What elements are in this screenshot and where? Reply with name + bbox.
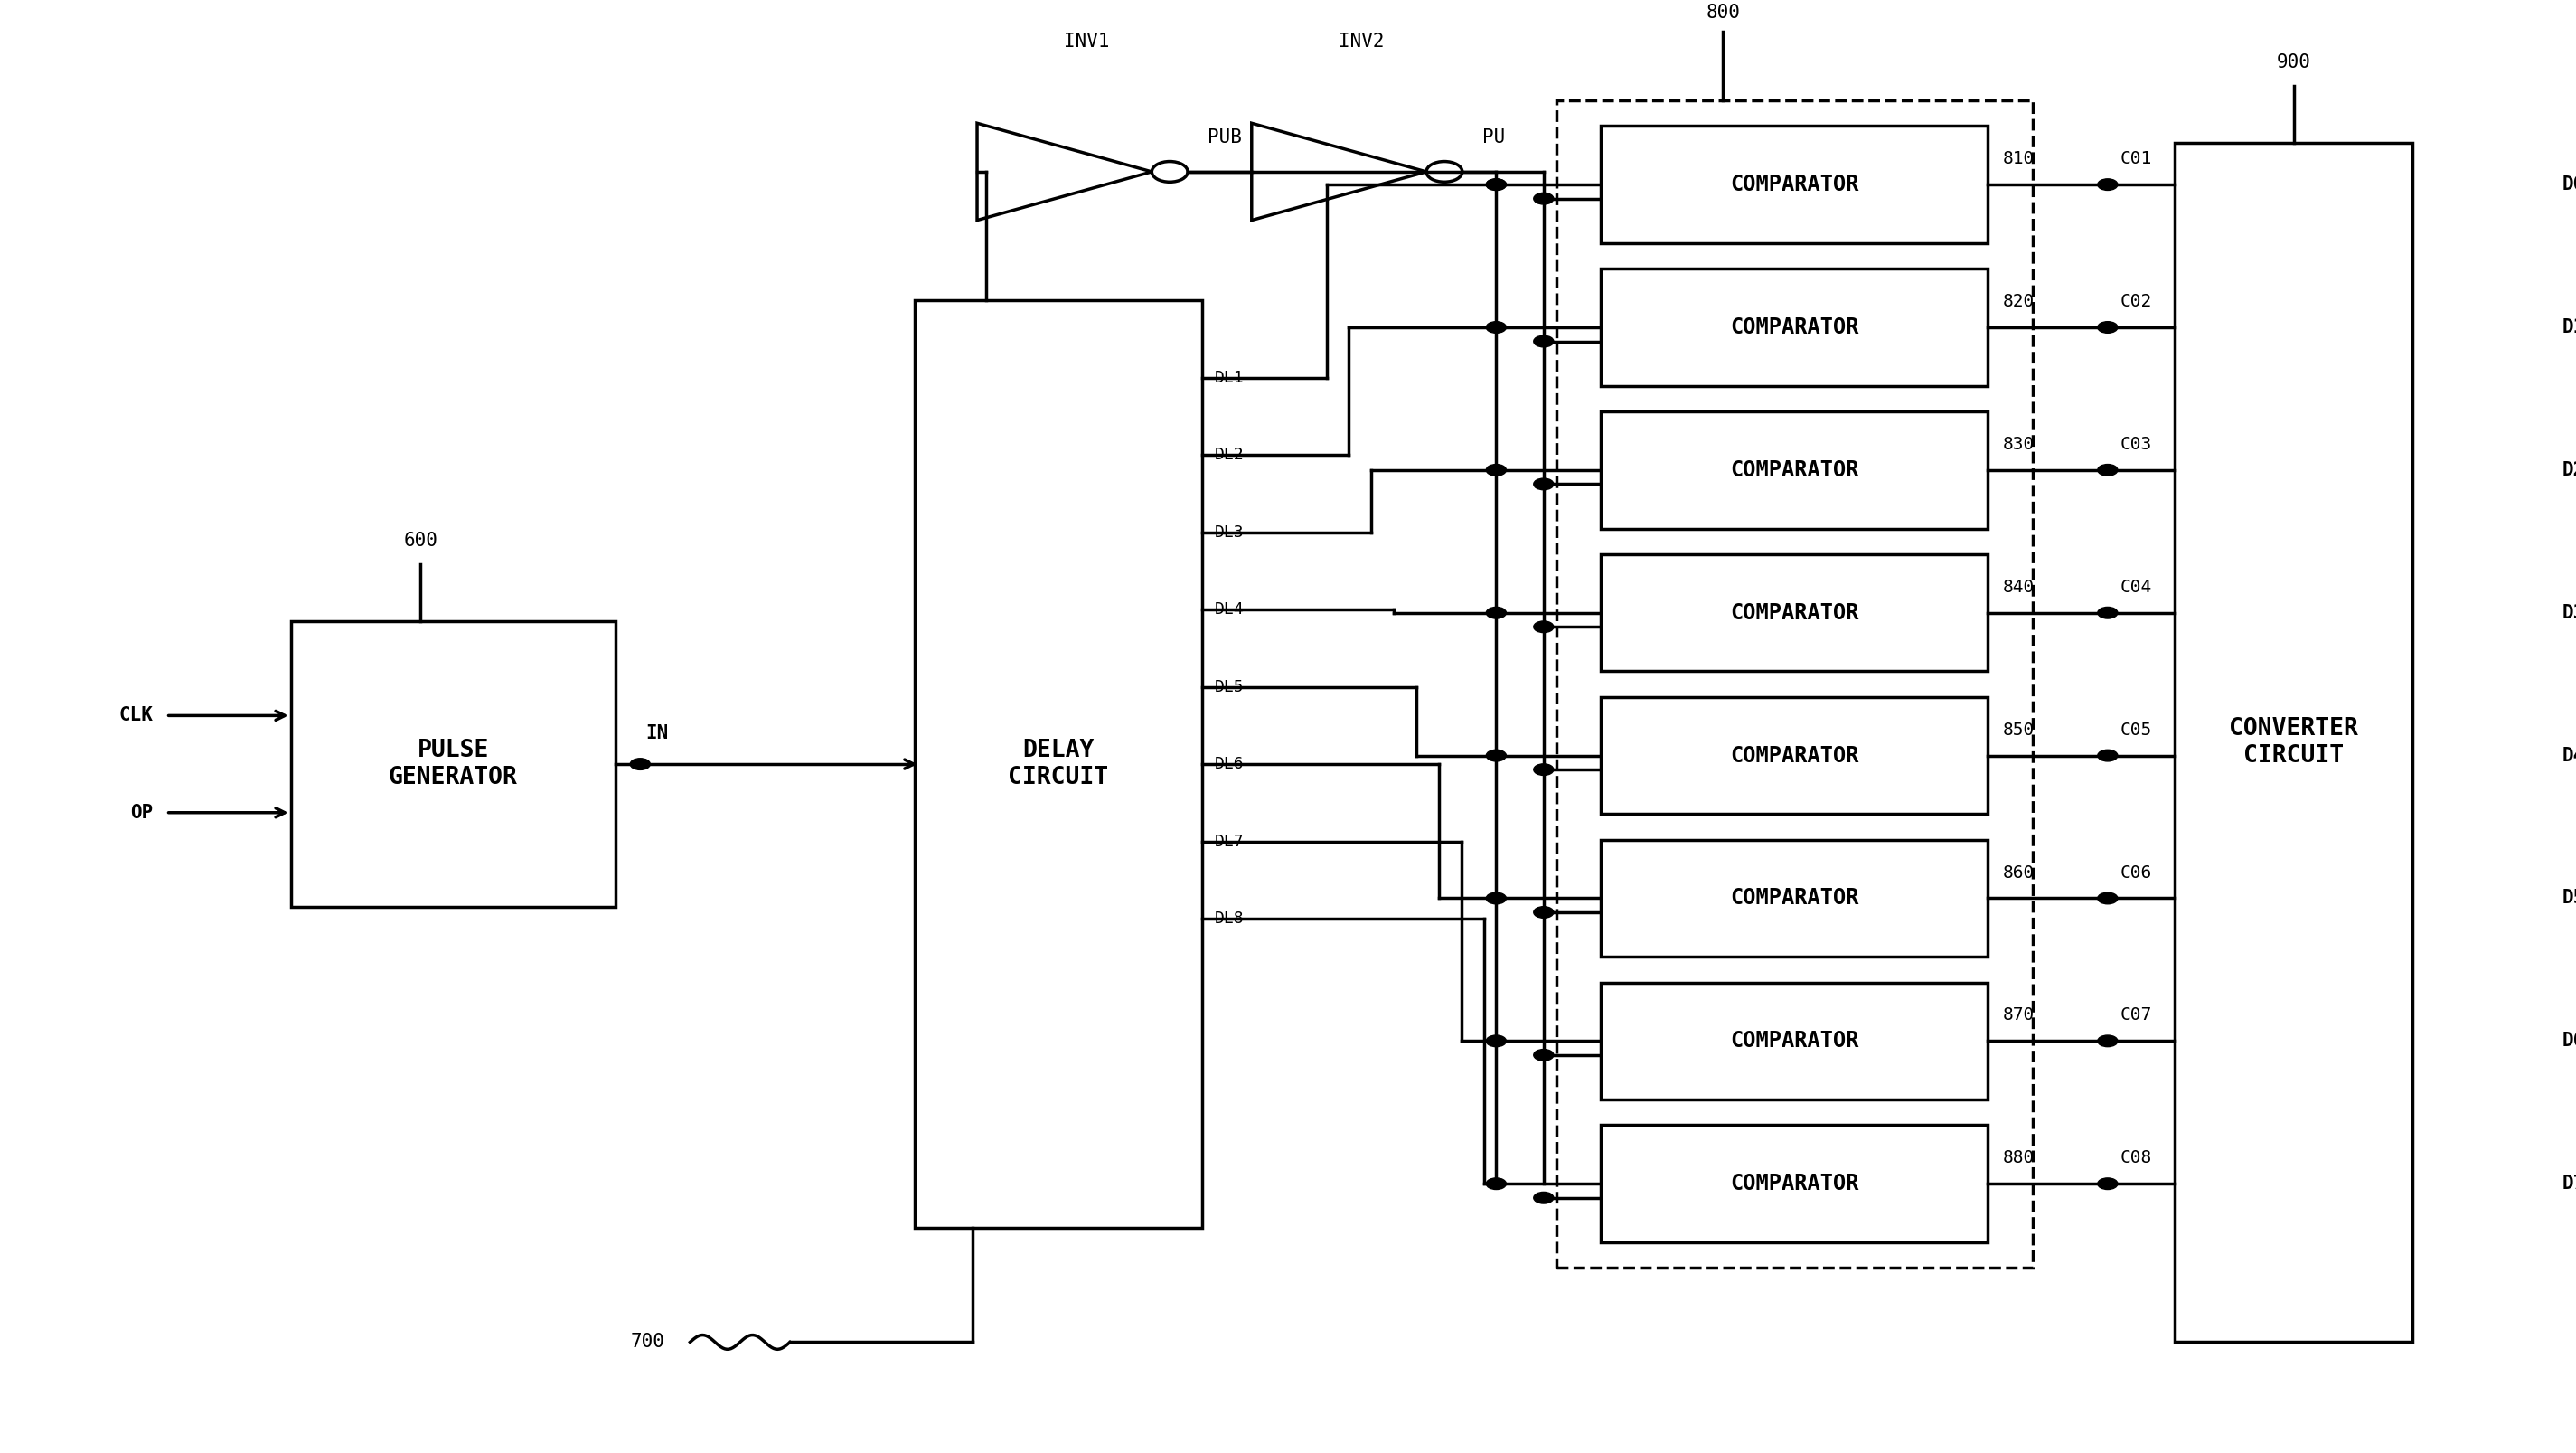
Text: C01: C01: [2120, 150, 2151, 167]
FancyBboxPatch shape: [1602, 554, 1989, 671]
Circle shape: [2097, 1178, 2117, 1190]
Text: 850: 850: [2004, 721, 2035, 738]
Text: DL6: DL6: [1213, 756, 1244, 772]
FancyBboxPatch shape: [914, 301, 1203, 1228]
Text: DL1: DL1: [1213, 369, 1244, 385]
Text: COMPARATOR: COMPARATOR: [1731, 317, 1860, 339]
Circle shape: [1486, 750, 1507, 761]
Text: CONVERTER
CIRCUIT: CONVERTER CIRCUIT: [2228, 718, 2357, 769]
Text: DL7: DL7: [1213, 833, 1244, 850]
Circle shape: [2097, 321, 2117, 333]
Circle shape: [1486, 465, 1507, 475]
Text: COMPARATOR: COMPARATOR: [1731, 459, 1860, 481]
FancyBboxPatch shape: [1602, 840, 1989, 956]
Circle shape: [2097, 892, 2117, 904]
Text: INV2: INV2: [1340, 32, 1383, 51]
Text: 830: 830: [2004, 436, 2035, 453]
Text: D2: D2: [2563, 461, 2576, 479]
Text: C08: C08: [2120, 1149, 2151, 1167]
Text: PULSE
GENERATOR: PULSE GENERATOR: [389, 738, 518, 789]
Text: DL3: DL3: [1213, 525, 1244, 541]
FancyBboxPatch shape: [1602, 411, 1989, 529]
Circle shape: [2097, 1036, 2117, 1046]
FancyBboxPatch shape: [2174, 144, 2411, 1343]
Text: CLK: CLK: [118, 706, 155, 725]
Circle shape: [1486, 892, 1507, 904]
Circle shape: [1486, 179, 1507, 190]
Text: D3: D3: [2563, 604, 2576, 622]
Text: COMPARATOR: COMPARATOR: [1731, 602, 1860, 623]
Text: 800: 800: [1705, 4, 1739, 22]
Text: C04: C04: [2120, 578, 2151, 596]
Circle shape: [631, 758, 649, 770]
Text: COMPARATOR: COMPARATOR: [1731, 888, 1860, 910]
Text: C03: C03: [2120, 436, 2151, 453]
FancyBboxPatch shape: [291, 622, 616, 907]
FancyBboxPatch shape: [1602, 982, 1989, 1100]
Text: INV1: INV1: [1064, 32, 1110, 51]
Circle shape: [1533, 907, 1553, 918]
Text: COMPARATOR: COMPARATOR: [1731, 1173, 1860, 1194]
Text: 860: 860: [2004, 865, 2035, 881]
Circle shape: [1486, 179, 1507, 190]
Text: OP: OP: [131, 804, 155, 821]
Circle shape: [1533, 620, 1553, 632]
Circle shape: [2097, 179, 2117, 190]
Text: C07: C07: [2120, 1007, 2151, 1024]
Circle shape: [1533, 1191, 1553, 1203]
Text: IN: IN: [644, 725, 667, 742]
Text: 870: 870: [2004, 1007, 2035, 1024]
Text: DELAY
CIRCUIT: DELAY CIRCUIT: [1007, 738, 1108, 789]
Text: 700: 700: [631, 1334, 665, 1351]
FancyBboxPatch shape: [1602, 697, 1989, 814]
Text: D0: D0: [2563, 176, 2576, 193]
Text: 810: 810: [2004, 150, 2035, 167]
Text: D4: D4: [2563, 747, 2576, 764]
Text: DL4: DL4: [1213, 602, 1244, 618]
Text: DL8: DL8: [1213, 911, 1244, 927]
FancyBboxPatch shape: [1602, 126, 1989, 243]
Text: 900: 900: [2277, 54, 2311, 71]
Circle shape: [2097, 750, 2117, 761]
Text: PUB: PUB: [1208, 128, 1242, 147]
Text: 880: 880: [2004, 1149, 2035, 1167]
Text: D6: D6: [2563, 1032, 2576, 1051]
Circle shape: [1486, 1178, 1507, 1190]
Circle shape: [1533, 336, 1553, 347]
Text: C02: C02: [2120, 294, 2151, 309]
Text: 840: 840: [2004, 578, 2035, 596]
Text: C06: C06: [2120, 865, 2151, 881]
Circle shape: [1486, 607, 1507, 619]
Text: D5: D5: [2563, 889, 2576, 907]
Text: DL5: DL5: [1213, 679, 1244, 695]
Circle shape: [1533, 478, 1553, 490]
Text: 600: 600: [404, 532, 438, 551]
Text: COMPARATOR: COMPARATOR: [1731, 745, 1860, 766]
FancyBboxPatch shape: [1602, 1125, 1989, 1242]
Circle shape: [1533, 1049, 1553, 1061]
Circle shape: [1486, 1036, 1507, 1046]
Text: D7: D7: [2563, 1174, 2576, 1193]
Circle shape: [1533, 193, 1553, 205]
Circle shape: [2097, 607, 2117, 619]
Text: PU: PU: [1481, 128, 1504, 147]
Text: COMPARATOR: COMPARATOR: [1731, 1030, 1860, 1052]
Text: D1: D1: [2563, 318, 2576, 336]
Text: C05: C05: [2120, 721, 2151, 738]
Text: COMPARATOR: COMPARATOR: [1731, 174, 1860, 195]
FancyBboxPatch shape: [1602, 269, 1989, 386]
Circle shape: [2097, 465, 2117, 475]
Text: DL2: DL2: [1213, 446, 1244, 464]
Circle shape: [1533, 764, 1553, 776]
Text: 820: 820: [2004, 294, 2035, 309]
Circle shape: [1486, 321, 1507, 333]
